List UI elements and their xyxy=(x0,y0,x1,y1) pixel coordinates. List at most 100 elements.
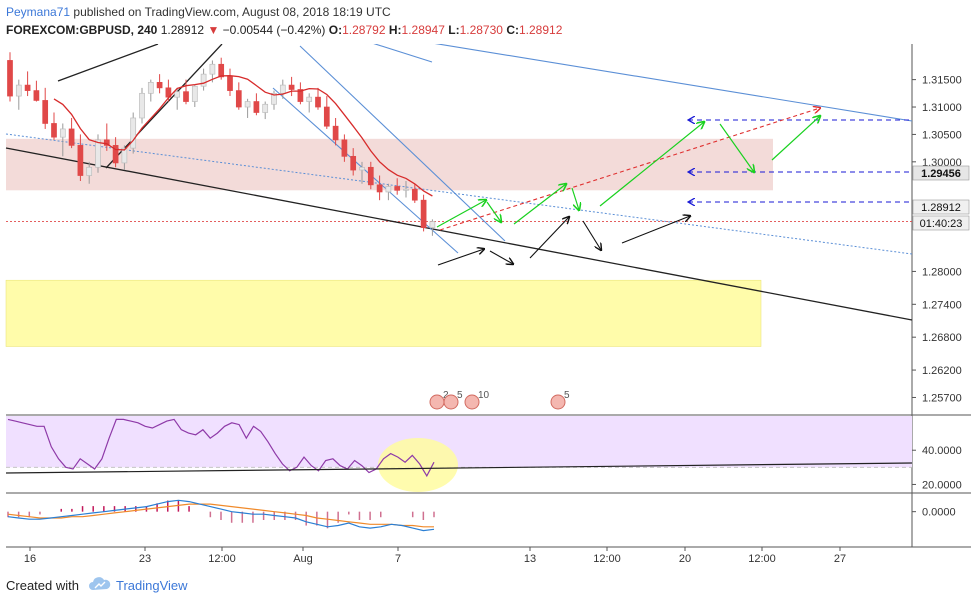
candle-body xyxy=(209,63,216,75)
green-arrow-5 xyxy=(599,122,704,207)
price-tick-label: 1.30500 xyxy=(922,129,962,141)
black-arrow-1 xyxy=(437,249,484,266)
dotted-blue-trendline[interactable] xyxy=(5,133,913,255)
tradingview-link[interactable]: TradingView xyxy=(116,578,188,593)
countdown-badge-value: 01:40:23 xyxy=(920,218,963,230)
candle-body xyxy=(288,84,295,90)
macd-tick-label: 0.0000 xyxy=(922,507,956,519)
candle-body xyxy=(350,155,357,171)
green-arrow-1 xyxy=(436,200,486,228)
resistance-zone[interactable] xyxy=(6,138,773,191)
rsi-band xyxy=(6,416,912,468)
time-tick-label: 13 xyxy=(524,553,536,565)
rsi-divergence-highlight[interactable] xyxy=(378,438,458,492)
support-zone[interactable] xyxy=(5,279,762,347)
price-change: −0.00544 (−0.42%) xyxy=(222,23,326,37)
rsi-tick-label: 40.0000 xyxy=(922,445,962,457)
long-term-trendline[interactable] xyxy=(5,147,913,321)
publish-line: Peymana71 published on TradingView.com, … xyxy=(6,5,391,19)
macd-line xyxy=(7,499,435,532)
high-label: H: xyxy=(388,23,402,37)
event-flag-icon xyxy=(429,394,445,410)
moving-average-line xyxy=(53,75,433,197)
black-arrow-2 xyxy=(489,250,513,264)
candle-body xyxy=(42,100,49,124)
black-scenario-arrows[interactable] xyxy=(437,216,690,266)
event-count: 10 xyxy=(478,390,490,401)
last-price-badge-value: 1.28912 xyxy=(921,202,961,214)
candle-body xyxy=(385,186,392,193)
green-arrow-6 xyxy=(719,123,754,172)
green-scenario-arrows[interactable] xyxy=(436,116,820,228)
close-value: 1.28912 xyxy=(518,23,563,37)
candlestick-series xyxy=(7,52,436,236)
candle-body xyxy=(244,101,251,108)
event-count: 5 xyxy=(564,390,570,401)
event-count: 5 xyxy=(457,390,463,401)
candle-body xyxy=(394,186,401,191)
tradingview-cloud-icon xyxy=(89,577,111,590)
rsi-line xyxy=(7,418,435,478)
candle-body xyxy=(332,125,339,141)
upper-left-segment[interactable] xyxy=(57,44,159,82)
candle-body xyxy=(218,63,225,78)
symbol-label: FOREXCOM:GBPUSD, 240 xyxy=(6,23,158,37)
red-projection-arrow[interactable] xyxy=(439,108,820,231)
candle-body xyxy=(156,82,163,89)
candle-body xyxy=(306,96,313,102)
candle-body xyxy=(139,92,145,119)
time-tick-label: Aug xyxy=(293,553,313,565)
time-tick-label: 23 xyxy=(139,553,151,565)
candle-body xyxy=(121,147,128,164)
time-tick-label: 27 xyxy=(834,553,846,565)
upper-blue-trendline[interactable] xyxy=(432,44,913,122)
candle-body xyxy=(7,60,13,97)
channel-lower-line[interactable] xyxy=(272,87,459,254)
last-price: 1.28912 xyxy=(160,23,205,37)
short-blue-line[interactable] xyxy=(372,44,433,63)
macd-axis: 0.0000 xyxy=(912,507,956,519)
black-arrow-3 xyxy=(529,217,569,259)
candle-body xyxy=(235,90,242,108)
author-link[interactable]: Peymana71 xyxy=(6,5,71,19)
time-tick-label: 20 xyxy=(679,553,691,565)
candle-body xyxy=(323,106,330,127)
candle-body xyxy=(271,92,277,105)
green-arrow-4 xyxy=(571,187,579,210)
level-badge xyxy=(912,165,970,181)
candle-body xyxy=(403,188,409,191)
price-pane xyxy=(6,44,912,415)
candle-body xyxy=(191,85,198,102)
candle-body xyxy=(200,73,207,87)
high-value: 1.28947 xyxy=(401,23,445,37)
chart-footer: Created with TradingView xyxy=(0,570,971,603)
created-with-text: Created with xyxy=(6,578,79,593)
event-flag-icon xyxy=(464,394,480,410)
candle-body xyxy=(68,128,75,146)
countdown-badge xyxy=(912,215,970,231)
green-arrow-7 xyxy=(771,116,820,161)
candle-body xyxy=(77,145,84,176)
signal-line xyxy=(7,503,434,528)
candle-body xyxy=(51,123,57,138)
candle-body xyxy=(359,166,365,171)
price-chart[interactable]: 2 5 10 5 1.315001.310001.305001.300001.2800… xyxy=(0,44,971,570)
candle-body xyxy=(174,91,181,98)
candle-body xyxy=(429,221,436,228)
level-badge-value: 1.29456 xyxy=(921,168,961,180)
rsi-axis: 40.0000 20.0000 xyxy=(912,445,962,491)
candle-body xyxy=(341,139,348,157)
candle-body xyxy=(227,76,233,91)
rsi-trendline[interactable] xyxy=(5,462,913,474)
candle-body xyxy=(315,96,321,108)
price-tick-label: 1.26200 xyxy=(922,365,962,377)
low-label: L: xyxy=(448,23,460,37)
candle-body xyxy=(59,128,66,138)
candle-body xyxy=(33,90,40,101)
time-tick-label: 7 xyxy=(395,553,401,565)
open-value: 1.28792 xyxy=(342,23,386,37)
rising-trendline[interactable] xyxy=(105,44,223,169)
published-text: published on TradingView.com, August 08,… xyxy=(73,5,391,19)
economic-event-markers[interactable]: 2 5 10 5 xyxy=(429,390,570,410)
time-tick-label: 16 xyxy=(24,553,36,565)
